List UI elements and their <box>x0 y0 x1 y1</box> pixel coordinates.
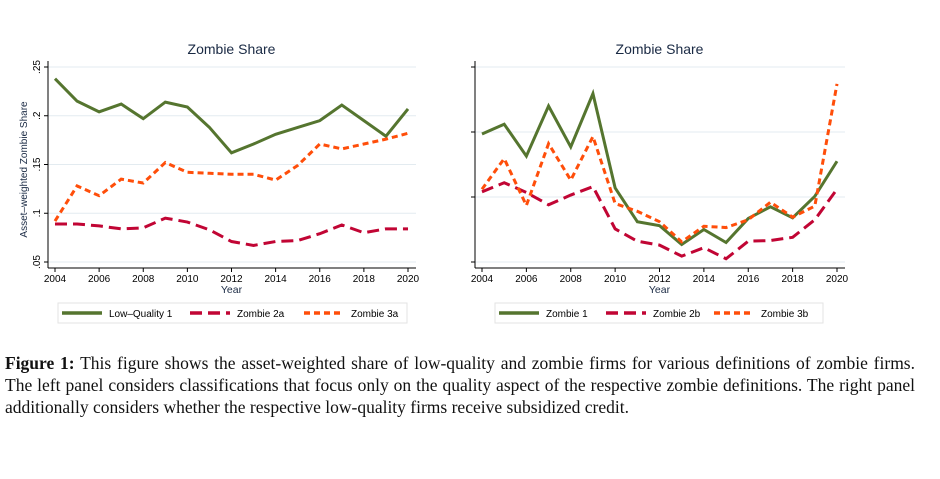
y-axis-label: Asset–weighted Zombie Share <box>19 101 30 238</box>
x-tick-label: 2016 <box>309 274 332 285</box>
x-tick-label: 2012 <box>220 274 243 285</box>
x-axis-label: Year <box>649 284 671 296</box>
x-tick-label: 2018 <box>782 274 805 285</box>
x-tick-label: 2020 <box>826 274 849 285</box>
x-tick-label: 2010 <box>176 274 199 285</box>
x-tick-label: 2004 <box>471 274 494 285</box>
x-tick-label: 2004 <box>44 274 67 285</box>
series-line-zombie-2a <box>55 216 408 247</box>
chart-right-panel: Zombie Share0.01.02.03200420062008201020… <box>471 41 849 324</box>
y-tick-label: .05 <box>32 255 43 269</box>
legend-label: Zombie 2a <box>237 309 285 320</box>
series-line-zombie-3a <box>53 131 409 222</box>
legend-label: Zombie 2b <box>653 309 701 320</box>
chart-title: Zombie Share <box>188 41 276 57</box>
x-tick-label: 2006 <box>515 274 538 285</box>
x-tick-label: 2006 <box>88 274 111 285</box>
x-tick-label: 2008 <box>132 274 155 285</box>
legend-box <box>57 302 408 324</box>
x-tick-label: 2012 <box>648 274 671 285</box>
x-tick-label: 2010 <box>604 274 627 285</box>
x-tick-label: 2016 <box>737 274 760 285</box>
x-axis-label: Year <box>221 284 243 296</box>
x-tick-label: 2008 <box>560 274 583 285</box>
caption-text: This figure shows the asset-weighted sha… <box>5 353 915 417</box>
chart-title: Zombie Share <box>616 41 704 57</box>
legend-label: Zombie 3a <box>351 309 399 320</box>
legend-label: Zombie 1 <box>546 309 588 320</box>
y-tick-label: .2 <box>32 111 43 120</box>
series-line-zombie-3b <box>480 83 839 244</box>
x-tick-label: 2014 <box>265 274 288 285</box>
y-tick-label: .25 <box>32 60 43 74</box>
legend-label: Zombie 3b <box>761 309 809 320</box>
caption-label: Figure 1: <box>5 353 75 373</box>
chart-left-panel: Zombie Share .05 .1 .15 .2 .25 2004 2006 2008 201… <box>19 41 420 324</box>
x-tick-label: 2020 <box>397 274 420 285</box>
y-tick-label: .15 <box>32 157 43 171</box>
figure-caption: Figure 1: This figure shows the asset-we… <box>5 352 915 418</box>
x-tick-label: 2018 <box>353 274 376 285</box>
legend-label: Low–Quality 1 <box>109 309 173 320</box>
x-tick-label: 2014 <box>693 274 716 285</box>
y-tick-label: .1 <box>32 209 43 218</box>
legend-box <box>494 302 824 324</box>
